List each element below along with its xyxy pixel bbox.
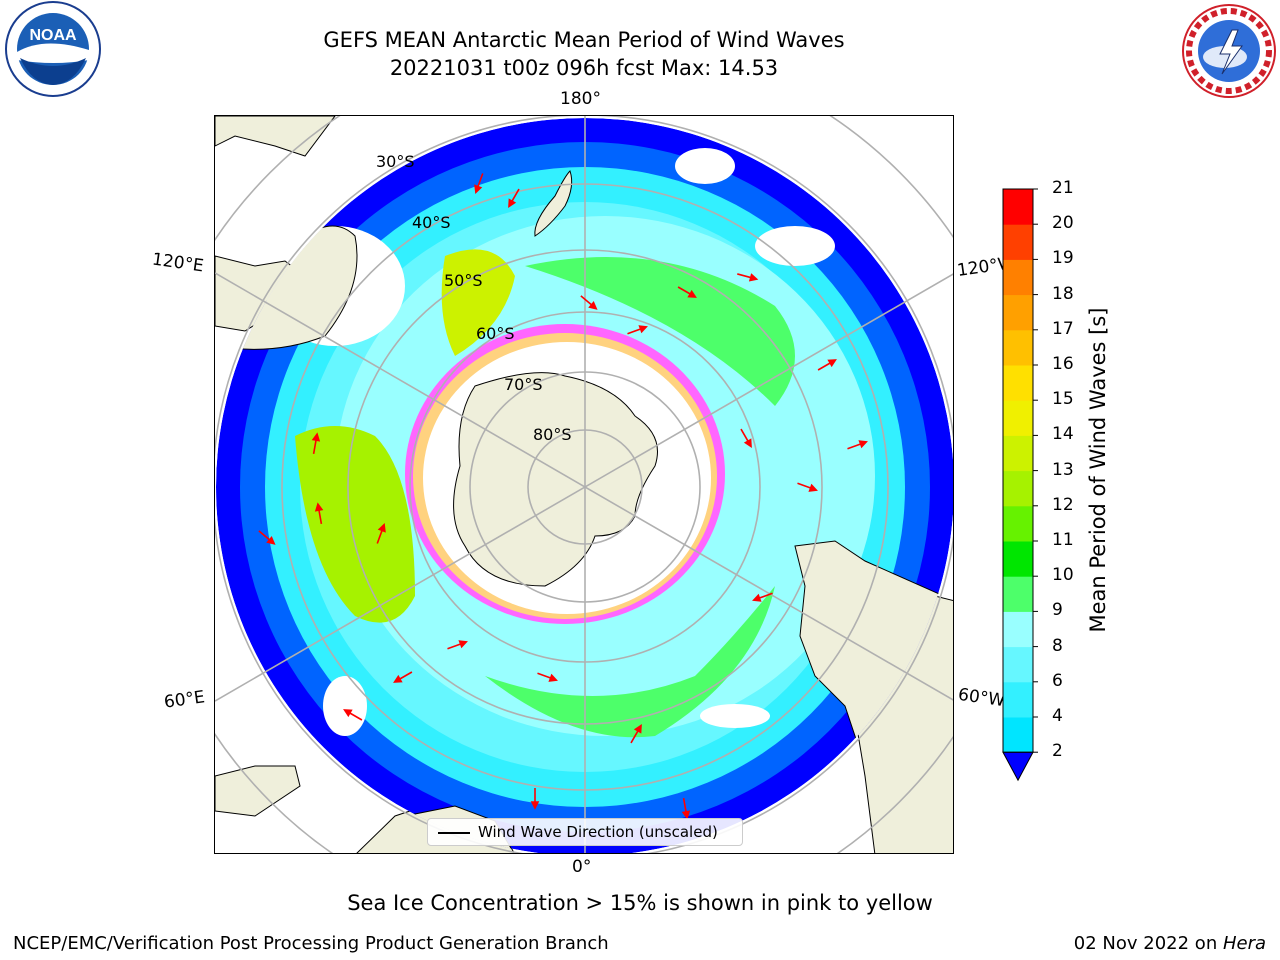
- meridian-label-180: 180°: [560, 89, 601, 109]
- colorbar-tick-label: 15: [1052, 389, 1074, 410]
- nws-logo: [1182, 4, 1276, 98]
- colorbar-segment: [1003, 611, 1033, 648]
- colorbar-tick-label: 9: [1052, 600, 1063, 621]
- map-title: GEFS MEAN Antarctic Mean Period of Wind …: [323, 28, 845, 52]
- wind-wave-arrows: [258, 173, 868, 820]
- colorbar: [1002, 188, 1038, 782]
- footer-producer: NCEP/EMC/Verification Post Processing Pr…: [13, 933, 609, 954]
- legend-line-sample: [438, 832, 470, 834]
- legend-label: Wind Wave Direction (unscaled): [478, 823, 718, 841]
- map-subtitle-forecast: 20221031 t00z 096h fcst Max: 14.53: [389, 56, 779, 80]
- colorbar-segment: [1003, 189, 1033, 225]
- colorbar-segment: [1003, 681, 1033, 718]
- parallel-label-30s: 30°S: [376, 152, 415, 171]
- graticule: [215, 116, 953, 853]
- parallel-label-80s: 80°S: [533, 425, 572, 444]
- meridian-label-60w: 60°W: [956, 684, 1007, 712]
- colorbar-under-extension: [1002, 751, 1034, 782]
- footer-host: Hera: [1222, 933, 1266, 954]
- colorbar-tick-label: 6: [1052, 670, 1063, 691]
- colorbar-tick-label: 16: [1052, 354, 1074, 374]
- footer-date: 02 Nov 2022 on Hera: [1074, 933, 1266, 954]
- colorbar-tick-label: 8: [1052, 635, 1063, 656]
- polar-map: [214, 115, 954, 854]
- colorbar-tick-label: 2: [1052, 741, 1063, 762]
- colorbar-tick-label: 13: [1052, 459, 1074, 480]
- colorbar-segment: [1003, 717, 1033, 753]
- parallel-label-70s: 70°S: [504, 375, 543, 394]
- colorbar-segment: [1003, 541, 1033, 577]
- colorbar-segment: [1003, 400, 1033, 436]
- map-legend: Wind Wave Direction (unscaled): [427, 818, 743, 846]
- meridian-label-120e: 120°E: [150, 249, 205, 277]
- colorbar-label: Mean Period of Wind Waves [s]: [1086, 307, 1110, 633]
- footer-date-text: 02 Nov 2022 on: [1073, 933, 1223, 954]
- colorbar-segment: [1003, 259, 1033, 296]
- parallel-label-50s: 50°S: [444, 271, 483, 290]
- colorbar-segment: [1003, 365, 1033, 401]
- colorbar-tick-label: 19: [1052, 248, 1074, 269]
- colorbar-tick-label: 12: [1052, 494, 1074, 515]
- colorbar-segment: [1003, 224, 1033, 260]
- parallel-label-40s: 40°S: [412, 213, 451, 232]
- colorbar-segment: [1003, 576, 1033, 612]
- colorbar-tick-label: 10: [1052, 565, 1074, 586]
- sea-ice-note: Sea Ice Concentration > 15% is shown in …: [347, 891, 933, 915]
- colorbar-tick-label: 4: [1052, 706, 1063, 726]
- meridian-label-60e: 60°E: [162, 687, 207, 713]
- colorbar-tick-label: 17: [1052, 318, 1074, 339]
- colorbar-tick-label: 20: [1052, 213, 1074, 234]
- meridian-label-0: 0°: [572, 857, 592, 877]
- parallel-label-60s: 60°S: [476, 324, 515, 343]
- colorbar-segment: [1003, 294, 1033, 331]
- svg-text:NOAA: NOAA: [29, 27, 77, 44]
- colorbar-segment: [1003, 470, 1033, 507]
- colorbar-tick-label: 21: [1052, 178, 1074, 198]
- noaa-logo: NOAA: [5, 1, 101, 97]
- colorbar-segment: [1003, 505, 1033, 542]
- colorbar-segment: [1003, 435, 1033, 472]
- colorbar-tick-label: 11: [1052, 530, 1074, 550]
- colorbar-segment: [1003, 646, 1033, 683]
- colorbar-tick-label: 18: [1052, 283, 1074, 304]
- colorbar-segment: [1003, 329, 1033, 366]
- colorbar-tick-label: 14: [1052, 424, 1074, 445]
